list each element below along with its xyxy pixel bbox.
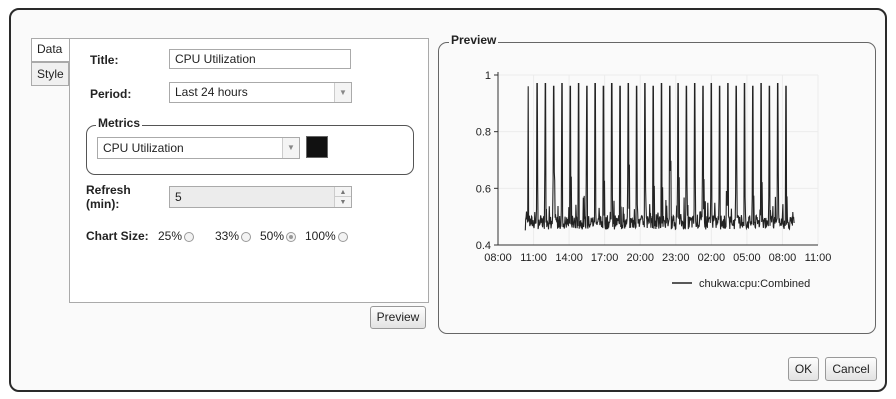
metric-select-value: CPU Utilization bbox=[103, 141, 184, 155]
refresh-stepper[interactable]: 5 ▲ ▼ bbox=[169, 186, 352, 208]
chart-size-option-label: 33% bbox=[215, 229, 240, 243]
chart-size-option-25[interactable]: 25% bbox=[158, 229, 195, 243]
metric-select[interactable]: CPU Utilization ▼ bbox=[97, 137, 300, 159]
period-label: Period: bbox=[90, 87, 132, 101]
metrics-legend: Metrics bbox=[96, 116, 143, 130]
chart-size-option-label: 100% bbox=[305, 229, 336, 243]
spin-down-icon[interactable]: ▼ bbox=[339, 199, 347, 206]
preview-button[interactable]: Preview bbox=[370, 306, 426, 329]
preview-group bbox=[438, 42, 876, 334]
period-select[interactable]: Last 24 hours ▼ bbox=[169, 82, 352, 103]
spin-up-icon[interactable]: ▲ bbox=[335, 187, 351, 197]
refresh-label: Refresh (min): bbox=[86, 183, 131, 211]
chart-size-option-50[interactable]: 50% bbox=[260, 229, 297, 243]
refresh-value: 5 bbox=[175, 190, 182, 204]
radio-100[interactable] bbox=[337, 232, 348, 242]
chart-size-option-label: 50% bbox=[260, 229, 285, 243]
tab-style[interactable]: Style bbox=[31, 62, 69, 86]
chart-size-option-100[interactable]: 100% bbox=[305, 229, 348, 243]
title-label: Title: bbox=[90, 53, 119, 67]
refresh-spinner[interactable]: ▲ ▼ bbox=[334, 187, 351, 207]
chevron-down-icon[interactable]: ▼ bbox=[282, 138, 299, 158]
radio-25[interactable] bbox=[184, 232, 195, 242]
refresh-label-line-1: Refresh bbox=[86, 183, 131, 197]
chart-size-label: Chart Size: bbox=[86, 229, 149, 243]
radio-50[interactable] bbox=[286, 232, 297, 242]
cancel-button[interactable]: Cancel bbox=[825, 357, 877, 381]
period-select-value: Last 24 hours bbox=[175, 85, 248, 99]
preview-legend: Preview bbox=[449, 33, 499, 47]
ok-button[interactable]: OK bbox=[788, 357, 819, 381]
chart-size-option-33[interactable]: 33% bbox=[215, 229, 252, 243]
tab-data[interactable]: Data bbox=[31, 38, 71, 62]
chart-size-option-label: 25% bbox=[158, 229, 183, 243]
metrics-group bbox=[86, 125, 414, 175]
refresh-label-line-2: (min): bbox=[86, 197, 120, 211]
metric-color-swatch[interactable] bbox=[306, 136, 328, 158]
title-input[interactable]: CPU Utilization bbox=[169, 49, 351, 69]
radio-33[interactable] bbox=[241, 232, 252, 242]
chevron-down-icon[interactable]: ▼ bbox=[334, 83, 351, 102]
